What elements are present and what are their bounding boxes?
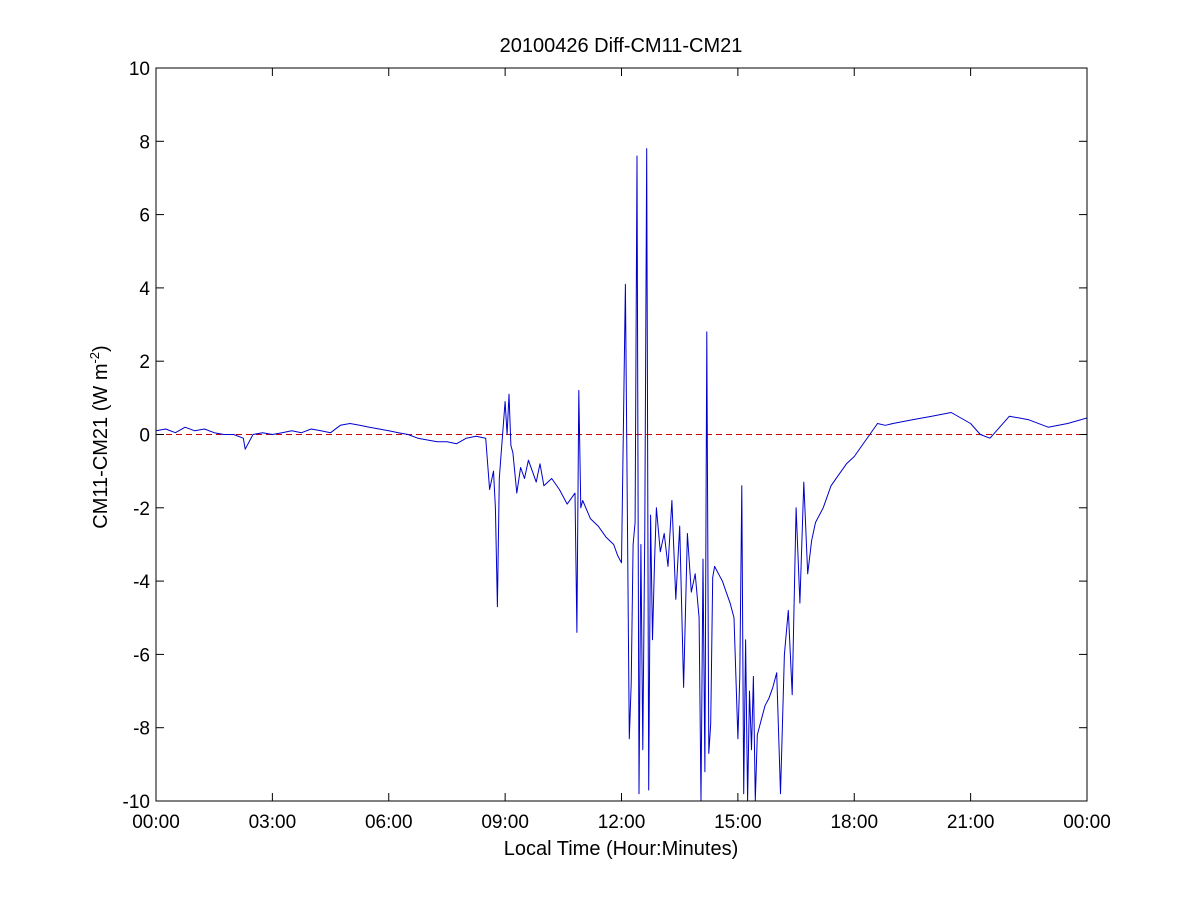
y-tick-label-10: 10 <box>129 59 150 80</box>
y-axis-title: CM11-CM21 (W m-2) <box>87 345 112 528</box>
y-tick-label-4: -2 <box>133 499 150 520</box>
series-layer <box>156 148 1087 801</box>
y-tick-label-8: 6 <box>139 206 150 227</box>
y-tick-label-2: -6 <box>133 645 150 666</box>
x-axis: 00:00 03:00 06:00 09:00 12:00 15:00 18:00 21:00… <box>132 68 1111 833</box>
x-tick-label-5: 15:00 <box>714 812 762 833</box>
x-tick-label-7: 21:00 <box>947 812 995 833</box>
x-tick-label-6: 18:00 <box>830 812 878 833</box>
y-tick-label-9: 8 <box>139 132 150 153</box>
y-tick-label-1: -8 <box>133 719 150 740</box>
y-tick-label-3: -4 <box>133 572 150 593</box>
y-tick-label-5: 0 <box>139 426 150 447</box>
x-tick-label-0: 00:00 <box>132 812 180 833</box>
y-tick-label-7: 4 <box>139 279 150 300</box>
x-axis-title: Local Time (Hour:Minutes) <box>504 838 739 860</box>
x-tick-label-4: 12:00 <box>598 812 646 833</box>
y-axis-title-suffix: ) <box>90 345 112 352</box>
x-tick-label-8: 00:00 <box>1063 812 1111 833</box>
y-axis: -10 -8 -6 -4 -2 0 2 4 6 8 10 <box>123 59 1087 813</box>
y-axis-title-main: CM11-CM21 (W m <box>90 364 112 529</box>
y-tick-label-0: -10 <box>123 792 150 813</box>
series-line-0 <box>156 148 1087 801</box>
x-tick-label-1: 03:00 <box>249 812 297 833</box>
chart-title: 20100426 Diff-CM11-CM21 <box>500 35 743 57</box>
x-tick-label-2: 06:00 <box>365 812 413 833</box>
y-axis-title-superscript: -2 <box>87 352 102 364</box>
y-tick-label-6: 2 <box>139 352 150 373</box>
x-tick-label-3: 09:00 <box>481 812 529 833</box>
